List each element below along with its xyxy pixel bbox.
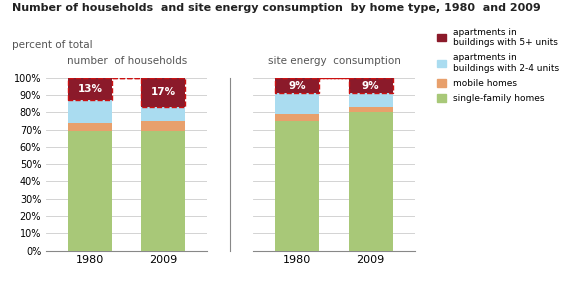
Bar — [141, 78, 185, 107]
Bar — [141, 131, 185, 251]
Text: 13%: 13% — [78, 84, 103, 94]
Legend: apartments in
buildings with 5+ units, apartments in
buildings with 2-4 units, m: apartments in buildings with 5+ units, a… — [437, 28, 559, 103]
Bar — [348, 93, 393, 107]
Text: percent of total: percent of total — [12, 40, 92, 50]
Text: 9%: 9% — [362, 81, 380, 90]
Bar — [68, 100, 112, 123]
Text: number  of households: number of households — [67, 56, 187, 66]
Bar — [348, 112, 393, 251]
Text: 17%: 17% — [151, 88, 176, 97]
Text: Number of households  and site energy consumption  by home type, 1980  and 2009: Number of households and site energy con… — [12, 3, 540, 13]
Text: 9%: 9% — [289, 81, 306, 90]
Bar — [275, 78, 320, 93]
Bar — [348, 107, 393, 112]
Bar — [68, 131, 112, 251]
Bar — [141, 107, 185, 121]
Bar — [141, 121, 185, 131]
Bar — [275, 93, 320, 114]
Bar — [275, 121, 320, 251]
Bar — [348, 78, 393, 93]
Bar — [68, 78, 112, 100]
Bar — [275, 114, 320, 121]
Bar — [68, 123, 112, 131]
Text: site energy  consumption: site energy consumption — [268, 56, 400, 66]
